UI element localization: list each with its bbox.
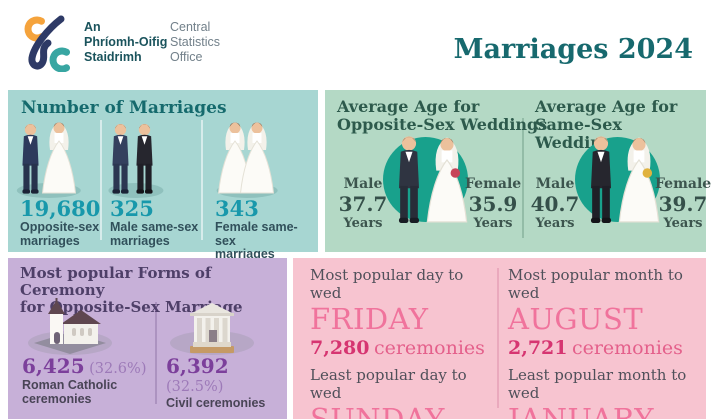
title-line: Average Age for [337,97,480,116]
male-age-value: 40.7 [530,192,580,216]
marriage-stat: 325 Male same-sex marriages [110,196,198,248]
stat-label: Male same-sex [110,220,199,234]
ceremony-stat: 6,392 (32.5%) Civil ceremonies [166,354,287,410]
popular-day-section: Most popular day to wed FRIDAY 7,280 cer… [310,266,495,419]
logo-irish-line1: An [84,20,101,34]
stat-label: marriages [20,233,80,248]
number-of-marriages-panel: Number of Marriages [8,90,318,261]
logo-text-irish: An Phríomh-Oifig Staidrimh [84,20,167,65]
marriage-stat: 19,680 Opposite-sex marriages [20,196,100,248]
bride-figure [426,137,468,223]
stat-value: 19,680 [20,196,101,221]
count-unit: ceremonies [571,337,683,359]
church-icon [28,298,112,355]
male-age-block: Male 40.7 Years [527,176,583,231]
years-label: Years [535,216,575,231]
marriage-stat: 343 Female same-sex marriages [215,196,318,262]
stat-value-row: 6,392 (32.5%) [166,354,287,396]
male-label: Male [343,176,383,192]
groom-figure [22,123,39,194]
least-popular-day-label: Least popular day to wed [310,366,467,402]
count-value: 7,280 [310,337,370,359]
ceremony-stat: 6,425 (32.6%) Roman Catholic ceremonies [22,354,146,406]
most-popular-month-count: 2,721 ceremonies [508,337,706,359]
stat-label: marriages [110,233,170,248]
least-popular-month-value: JANUARY [508,402,655,419]
popular-panel: Most popular day to wed FRIDAY 7,280 cer… [293,258,706,419]
ceremony-title: Most popular Forms of Ceremony for Oppos… [20,265,287,316]
stat-label: Roman Catholic [22,378,118,392]
logo-english-line2: Statistics [170,35,221,49]
title-line: Opposite-Sex Weddings [337,115,548,134]
most-popular-day-label: Most popular day to wed [310,266,464,302]
number-of-marriages-title: Number of Marriages [21,98,227,118]
female-age-value: 35.9 [468,192,518,216]
stat-percent: (32.5%) [166,379,224,395]
section-divider [497,268,499,408]
female-age-block: Female 35.9 Years [465,176,521,231]
column-divider [201,120,203,240]
title-line: Most popular Forms of Ceremony [20,264,212,299]
title-line: Average Age for [535,97,678,116]
stat-label: ceremonies [22,392,92,406]
cso-logo-icon [20,14,78,73]
bride-figure [618,137,660,223]
groom-figure [398,136,420,224]
least-popular-month-label: Least popular month to wed [508,366,687,402]
stat-percent: (32.6%) [89,361,147,377]
stat-value: 343 [215,196,259,221]
female-label: Female [465,176,522,192]
bride-figure [239,122,275,194]
title-line: for Opposite-Sex Marriage [20,298,243,316]
years-label: Years [663,216,703,231]
years-label: Years [473,216,513,231]
ceremony-panel: Most popular Forms of Ceremony for Oppos… [8,258,287,419]
column-divider [155,302,157,404]
average-age-opposite-title: Average Age for Opposite-Sex Weddings [337,98,547,134]
count-value: 2,721 [508,337,568,359]
male-age-value: 37.7 [338,192,388,216]
most-popular-month-value: AUGUST [508,302,644,336]
female-age-block: Female 39.7 Years [655,176,711,231]
most-popular-day-value: FRIDAY [310,302,429,336]
page-title: Marriages 2024 [453,34,693,65]
female-label: Female [655,176,712,192]
civil-building-icon [170,303,254,355]
logo-text-english: Central Statistics Office [170,20,220,65]
logo-irish-line3: Staidrimh [84,50,142,64]
groom-figure [590,136,612,224]
logo-english-line1: Central [170,20,211,34]
stat-value: 325 [110,196,154,221]
stat-label: Civil ceremonies [166,396,266,410]
most-popular-month-label: Most popular month to wed [508,266,683,302]
bride-figure [41,122,77,194]
groom-figure [136,123,153,194]
section-divider [522,118,524,238]
stat-value-row: 6,425 (32.6%) [22,354,146,378]
male-couple-illustration [106,118,166,198]
female-couple-illustration [214,118,280,198]
stat-label: Female same-sex [215,220,298,248]
logo-english-line3: Office [170,50,203,64]
stat-value: 6,392 [166,354,229,378]
groom-figure [112,123,129,194]
male-label: Male [535,176,575,192]
stat-label: marriages [215,247,275,261]
least-popular-day-value: SUNDAY [310,402,445,419]
most-popular-day-count: 7,280 ceremonies [310,337,495,359]
female-age-value: 39.7 [658,192,708,216]
opposite-sex-couple-illustration [14,118,84,198]
average-age-panel: Average Age for Opposite-Sex Weddings Ma… [325,90,711,252]
stat-label: Opposite-sex [20,220,100,234]
stat-value: 6,425 [22,354,85,378]
popular-month-section: Most popular month to wed AUGUST 2,721 c… [508,266,706,419]
column-divider [100,120,102,240]
years-label: Years [343,216,383,231]
logo-irish-line2: Phríomh-Oifig [84,35,168,49]
count-unit: ceremonies [373,337,485,359]
male-age-block: Male 37.7 Years [335,176,391,231]
